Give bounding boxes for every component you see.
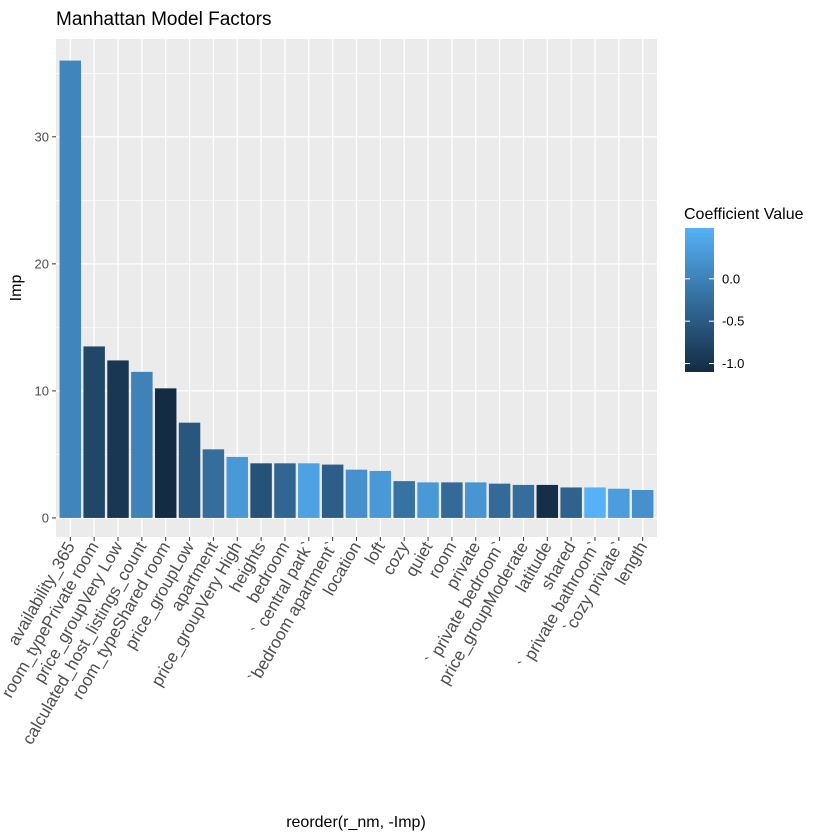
bar bbox=[608, 488, 630, 518]
y-tick-label: 20 bbox=[35, 256, 49, 271]
y-tick-label: 0 bbox=[42, 510, 49, 525]
bar bbox=[345, 469, 368, 518]
bars bbox=[59, 60, 654, 518]
legend-label: -0.5 bbox=[722, 314, 744, 329]
y-axis: 0 10 20 30 bbox=[35, 129, 56, 525]
bar bbox=[178, 422, 201, 518]
bar bbox=[59, 60, 82, 518]
bar bbox=[226, 456, 248, 518]
bar bbox=[560, 487, 582, 518]
bar bbox=[107, 360, 129, 518]
bar bbox=[536, 484, 559, 518]
bar bbox=[393, 481, 415, 518]
bar bbox=[465, 482, 487, 518]
bar bbox=[298, 463, 320, 518]
bar bbox=[369, 470, 392, 518]
bar bbox=[250, 463, 272, 518]
bar bbox=[154, 388, 177, 518]
bar bbox=[441, 482, 463, 518]
bar bbox=[488, 483, 511, 518]
bar bbox=[584, 487, 606, 518]
y-tick-label: 10 bbox=[35, 383, 49, 398]
legend-colorbar bbox=[685, 228, 714, 372]
y-tick-label: 30 bbox=[35, 129, 49, 144]
y-axis-title: Imp bbox=[8, 275, 25, 302]
bar bbox=[321, 464, 344, 518]
legend: Coefficient Value 0.0 -0.5 -1.0 bbox=[684, 206, 804, 372]
bar bbox=[274, 463, 296, 518]
chart-title: Manhattan Model Factors bbox=[56, 9, 271, 30]
x-axis-title: reorder(r_nm, -Imp) bbox=[286, 814, 426, 831]
bar bbox=[631, 489, 654, 518]
bar bbox=[131, 371, 153, 518]
legend-title: Coefficient Value bbox=[684, 206, 804, 223]
legend-label: -1.0 bbox=[722, 356, 744, 371]
bar bbox=[417, 482, 439, 518]
bar bbox=[83, 346, 105, 518]
legend-label: 0.0 bbox=[722, 271, 740, 286]
bar bbox=[202, 449, 225, 518]
bar bbox=[512, 484, 535, 518]
